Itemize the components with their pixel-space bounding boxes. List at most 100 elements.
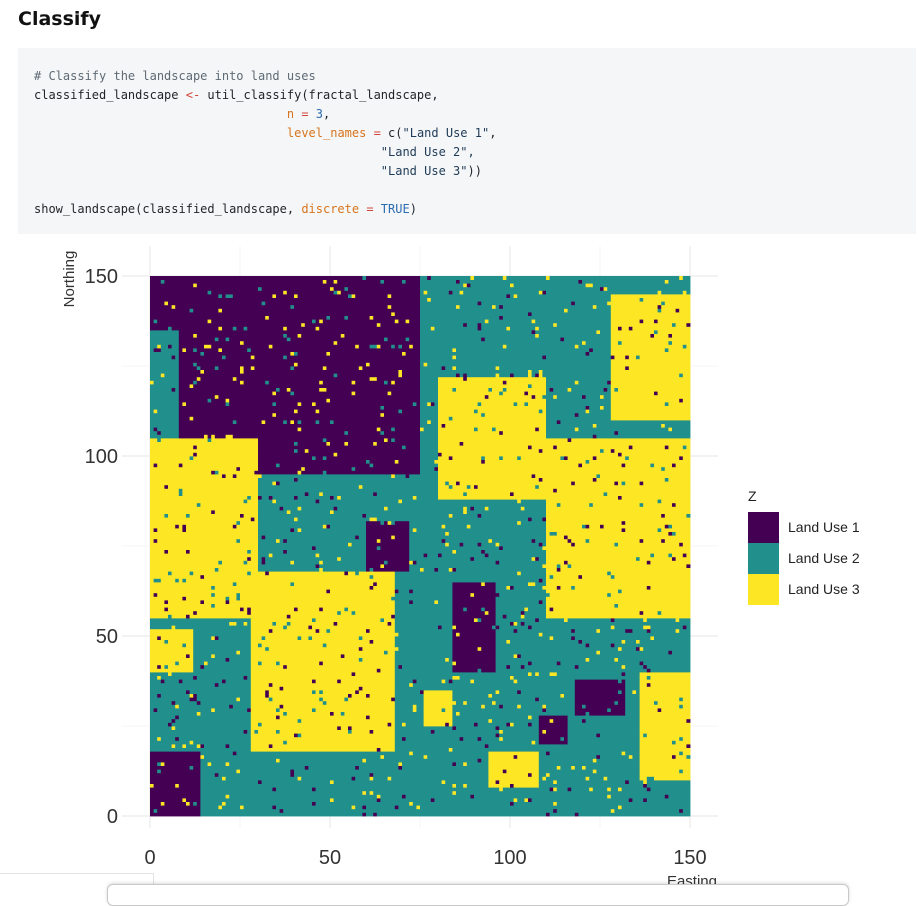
heatmap-cell [643, 297, 691, 302]
heatmap-cell [276, 481, 280, 486]
heatmap-cell [679, 618, 691, 622]
heatmap-cell [412, 495, 417, 500]
heatmap-cell [294, 362, 298, 367]
heatmap-cell [402, 762, 453, 766]
heatmap-cell [301, 333, 342, 338]
heatmap-cell [452, 747, 640, 752]
heatmap-cell [502, 276, 507, 280]
heatmap-cell [319, 661, 324, 666]
heatmap-cell [366, 564, 381, 568]
heatmap-cell [196, 801, 201, 806]
heatmap-cell [398, 373, 403, 378]
heatmap-cell [463, 376, 468, 381]
heatmap-cell [340, 679, 396, 684]
heatmap-cell [499, 391, 504, 396]
heatmap-cell [610, 571, 691, 576]
heatmap-cell [661, 538, 666, 543]
heatmap-cell [621, 679, 626, 684]
heatmap-cell [492, 427, 496, 432]
heatmap-cell [394, 715, 424, 720]
landscape-plot: 0 50 100 150 0 50 100 150 Northing Easting Z Land… [0, 234, 918, 893]
heatmap-cell [513, 783, 540, 788]
heatmap-cell [438, 394, 486, 399]
heatmap-cell [556, 672, 622, 676]
heatmap-cell [538, 751, 547, 756]
heatmap-cell [456, 366, 496, 370]
heatmap-cell [225, 355, 252, 360]
heatmap-cell [376, 747, 381, 752]
heatmap-cell [639, 502, 644, 507]
heatmap-cell [607, 708, 612, 712]
heatmap-cell [484, 704, 500, 709]
code-token: "Land Use 1" [402, 126, 490, 140]
heatmap-cell [150, 700, 172, 705]
heatmap-cell [308, 492, 320, 496]
heatmap-cell [456, 726, 496, 730]
heatmap-cell [560, 564, 568, 568]
heatmap-cell [531, 661, 558, 666]
heatmap-cell [430, 326, 435, 331]
heatmap-cell [175, 736, 180, 741]
heatmap-cell [456, 304, 460, 309]
heatmap-cell [196, 333, 284, 338]
heatmap-cell [150, 348, 154, 352]
heatmap-cell [182, 744, 187, 748]
heatmap-cell [528, 384, 532, 388]
heatmap-cell [200, 744, 205, 748]
heatmap-cell [618, 690, 622, 694]
heatmap-cell [639, 722, 691, 727]
heatmap-cell [315, 628, 320, 633]
heatmap-cell [639, 693, 691, 698]
heatmap-cell [452, 567, 457, 572]
heatmap-cell [294, 528, 298, 532]
heatmap-cell [528, 715, 532, 720]
heatmap-cell [348, 693, 352, 698]
heatmap-cell [272, 344, 356, 349]
heatmap-cell [276, 729, 280, 734]
heatmap-cell [502, 704, 518, 709]
heatmap-cell [294, 607, 298, 612]
heatmap-cell [452, 711, 457, 716]
heatmap-cell [265, 535, 356, 540]
heatmap-cell [589, 524, 601, 529]
heatmap-cell [452, 646, 478, 651]
heatmap-cell [614, 625, 644, 630]
heatmap-cell [528, 369, 532, 374]
heatmap-cell [567, 736, 640, 741]
heatmap-cell [603, 405, 612, 410]
heatmap-cell [618, 700, 626, 705]
heatmap-cell [420, 304, 457, 309]
heatmap-cell [150, 358, 180, 363]
heatmap-cell [517, 571, 522, 576]
heatmap-cell [538, 765, 558, 770]
heatmap-cell [452, 614, 496, 619]
heatmap-cell [157, 592, 212, 597]
heatmap-cell [567, 787, 572, 792]
heatmap-cell [463, 542, 478, 547]
heatmap-cell [409, 538, 442, 543]
heatmap-cell [240, 366, 244, 370]
heatmap-cell [596, 474, 601, 478]
heatmap-cell [474, 427, 478, 432]
heatmap-cell [546, 589, 619, 594]
heatmap-cell [456, 790, 691, 795]
heatmap-cell [312, 319, 316, 324]
heatmap-cell [240, 650, 252, 655]
heatmap-cell [366, 790, 370, 795]
heatmap-cell [222, 294, 226, 298]
heatmap-cell [556, 531, 669, 536]
heatmap-cell [589, 459, 691, 464]
heatmap-cell [535, 556, 540, 561]
heatmap-cell [682, 553, 687, 558]
heatmap-cell [394, 675, 453, 680]
heatmap-cell [398, 805, 417, 810]
heatmap-cell [420, 362, 424, 367]
heatmap-cell [520, 571, 547, 576]
heatmap-cell [495, 733, 500, 738]
heatmap-cell [668, 477, 691, 482]
heatmap-cell [438, 441, 460, 446]
heatmap-cell [366, 538, 378, 543]
heatmap-cell [297, 528, 302, 532]
heatmap-cell [189, 456, 194, 460]
heatmap-cell [308, 448, 421, 453]
